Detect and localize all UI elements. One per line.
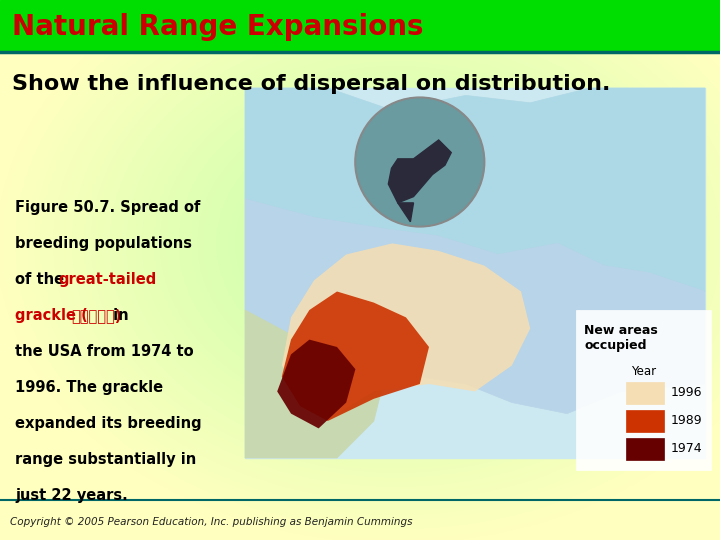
Polygon shape xyxy=(245,310,383,458)
Text: great-tailed: great-tailed xyxy=(58,272,157,287)
Circle shape xyxy=(357,99,482,225)
Text: 1996: 1996 xyxy=(670,387,702,400)
Text: breeding populations: breeding populations xyxy=(15,236,192,251)
Text: Year: Year xyxy=(631,365,657,378)
Bar xyxy=(626,382,665,404)
Text: of the: of the xyxy=(15,272,69,287)
Bar xyxy=(0,0,720,52)
Polygon shape xyxy=(245,199,705,414)
Bar xyxy=(626,438,665,460)
Text: 1989: 1989 xyxy=(670,415,702,428)
Circle shape xyxy=(355,97,485,227)
Text: Figure 50.7. Spread of: Figure 50.7. Spread of xyxy=(15,200,200,215)
Text: grackle (: grackle ( xyxy=(15,308,88,323)
Text: 1996. The grackle: 1996. The grackle xyxy=(15,380,163,395)
Polygon shape xyxy=(245,88,705,292)
Bar xyxy=(576,310,711,470)
Text: the USA from 1974 to: the USA from 1974 to xyxy=(15,344,194,359)
Text: 長尾白頃習): 長尾白頃習) xyxy=(71,308,121,323)
Polygon shape xyxy=(277,340,356,428)
Text: expanded its breeding: expanded its breeding xyxy=(15,416,202,431)
Polygon shape xyxy=(282,244,530,414)
Text: Show the influence of dispersal on distribution.: Show the influence of dispersal on distr… xyxy=(12,74,611,94)
Text: range substantially in: range substantially in xyxy=(15,452,197,467)
Polygon shape xyxy=(282,292,429,421)
Polygon shape xyxy=(388,140,451,203)
Text: Copyright © 2005 Pearson Education, Inc. publishing as Benjamin Cummings: Copyright © 2005 Pearson Education, Inc.… xyxy=(10,517,413,527)
Text: in: in xyxy=(108,308,129,323)
Polygon shape xyxy=(397,203,413,222)
Bar xyxy=(626,410,665,432)
Text: New areas
occupied: New areas occupied xyxy=(584,324,658,352)
Text: 1974: 1974 xyxy=(670,442,702,456)
Text: just 22 years.: just 22 years. xyxy=(15,488,127,503)
Bar xyxy=(245,88,705,458)
Text: Natural Range Expansions: Natural Range Expansions xyxy=(12,13,423,41)
